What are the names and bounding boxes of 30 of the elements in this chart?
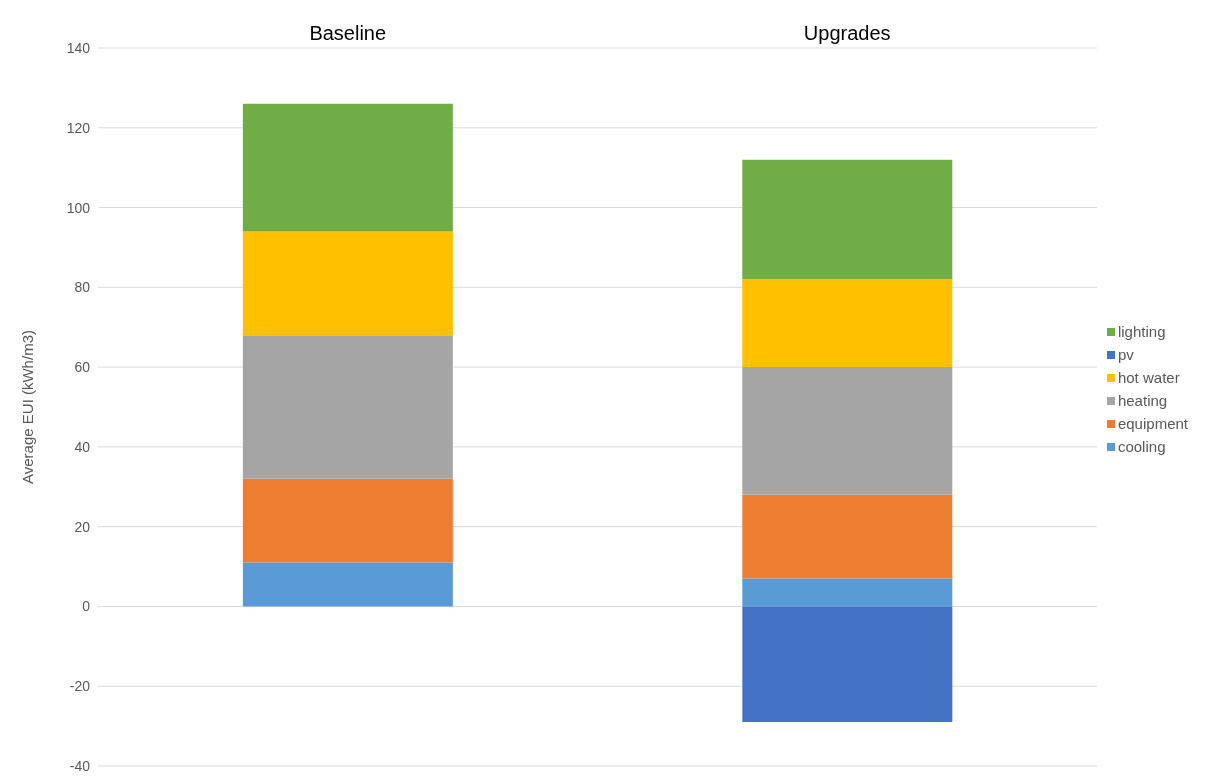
- bar: [242, 562, 453, 607]
- y-tick-label: 40: [74, 438, 91, 455]
- bar: [242, 335, 453, 479]
- bar: [742, 367, 953, 495]
- y-tick-label: 20: [74, 518, 91, 535]
- legend-label: hot water: [1117, 369, 1180, 386]
- y-tick-label: 60: [74, 359, 91, 376]
- y-tick-label: 120: [66, 119, 91, 136]
- bar: [742, 578, 953, 607]
- bar: [242, 103, 453, 232]
- y-tick-label: 80: [74, 279, 91, 296]
- legend-label: pv: [1117, 346, 1134, 363]
- y-tick-label: 100: [66, 199, 91, 216]
- bar: [742, 606, 953, 723]
- y-tick-label: 0: [82, 598, 91, 615]
- x-tick-label: Baseline: [309, 22, 387, 44]
- bar: [242, 231, 453, 336]
- y-axis-title: Average EUI (kWh/m3): [19, 330, 37, 484]
- x-tick-label: Upgrades: [803, 22, 891, 44]
- bar: [242, 478, 453, 563]
- y-tick-label: 140: [66, 39, 91, 56]
- y-tick-label: -20: [69, 678, 91, 695]
- legend-label: lighting: [1117, 323, 1166, 340]
- y-tick-label: -40: [69, 757, 91, 774]
- bar: [742, 279, 953, 368]
- legend-label: heating: [1117, 392, 1168, 409]
- bar: [742, 494, 953, 579]
- legend-label: equipment: [1117, 415, 1188, 432]
- bar: [742, 159, 953, 280]
- legend-label: cooling: [1117, 438, 1166, 455]
